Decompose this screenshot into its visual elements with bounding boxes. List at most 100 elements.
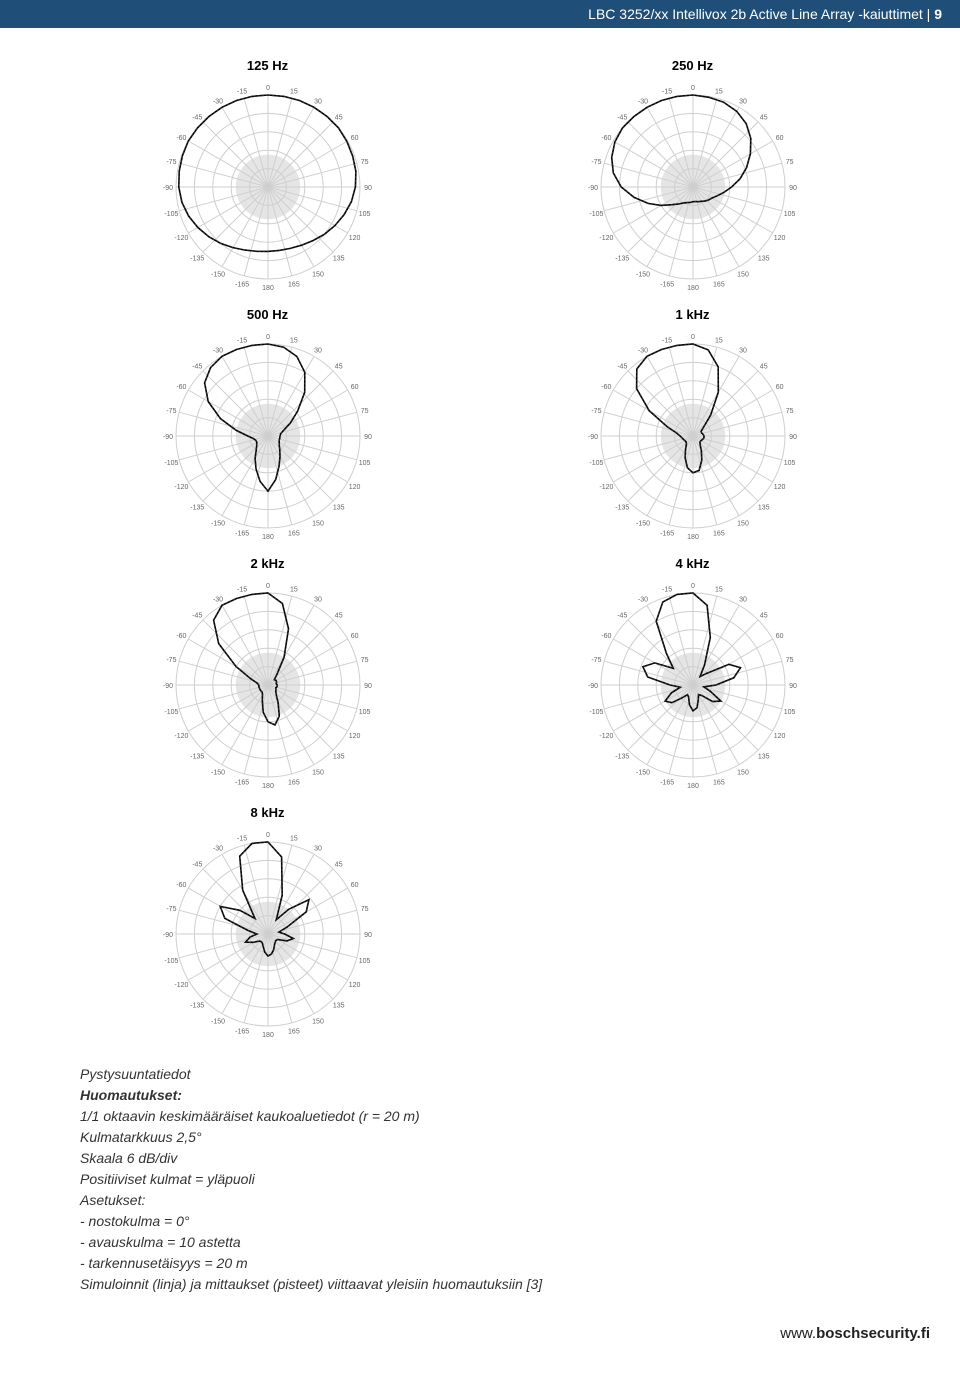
svg-text:45: 45 [334,114,342,121]
svg-text:15: 15 [289,88,297,95]
svg-text:-120: -120 [174,235,188,242]
svg-text:0: 0 [691,334,695,341]
svg-text:135: 135 [757,505,769,512]
svg-text:75: 75 [785,159,793,166]
polar-plot: 0153045607590105120135150165180-165-150-… [158,326,378,546]
svg-text:0: 0 [691,85,695,92]
header-page-number: 9 [934,6,942,22]
svg-text:-120: -120 [599,235,613,242]
svg-text:-90: -90 [162,932,172,939]
svg-text:-75: -75 [166,657,176,664]
svg-text:-150: -150 [210,770,224,777]
svg-text:-75: -75 [591,159,601,166]
notes-line: - nostokulma = 0° [80,1211,880,1232]
svg-text:15: 15 [714,337,722,344]
polar-chart-label: 500 Hz [247,307,288,322]
svg-text:0: 0 [691,583,695,590]
footer-domain: boschsecurity.fi [816,1325,930,1342]
svg-text:-45: -45 [192,363,202,370]
svg-text:-165: -165 [660,531,674,538]
svg-text:15: 15 [289,835,297,842]
polar-chart-1: 125 Hz0153045607590105120135150165180-16… [158,58,378,297]
svg-text:-120: -120 [174,733,188,740]
svg-text:0: 0 [266,85,270,92]
svg-text:90: 90 [789,434,797,441]
svg-text:30: 30 [739,98,747,105]
polar-chart-label: 1 kHz [676,307,710,322]
svg-text:-75: -75 [166,408,176,415]
polar-chart-4: 1 kHz0153045607590105120135150165180-165… [583,307,803,546]
polar-chart-2: 250 Hz0153045607590105120135150165180-16… [583,58,803,297]
svg-text:105: 105 [783,460,795,467]
polar-chart-label: 2 kHz [251,556,285,571]
svg-text:105: 105 [358,958,370,965]
svg-text:90: 90 [364,683,372,690]
svg-text:105: 105 [358,460,370,467]
svg-text:150: 150 [312,770,324,777]
svg-text:165: 165 [713,531,725,538]
svg-text:-60: -60 [176,384,186,391]
notes-line: 1/1 oktaavin keskimääräiset kaukoaluetie… [80,1106,880,1127]
svg-text:-75: -75 [166,906,176,913]
svg-text:-90: -90 [162,434,172,441]
svg-text:180: 180 [262,285,274,292]
svg-text:-45: -45 [192,861,202,868]
svg-text:-30: -30 [212,98,222,105]
svg-text:135: 135 [332,505,344,512]
notes-line: - tarkennusetäisyys = 20 m [80,1253,880,1274]
notes-lines: 1/1 oktaavin keskimääräiset kaukoaluetie… [80,1106,880,1295]
svg-text:75: 75 [785,408,793,415]
svg-text:60: 60 [775,384,783,391]
svg-text:-135: -135 [190,505,204,512]
notes-line: Positiiviset kulmat = yläpuoli [80,1169,880,1190]
svg-text:-30: -30 [637,98,647,105]
svg-text:150: 150 [312,1019,324,1026]
svg-text:-165: -165 [235,531,249,538]
svg-text:-15: -15 [662,337,672,344]
polar-chart-3: 500 Hz0153045607590105120135150165180-16… [158,307,378,546]
polar-chart-5: 2 kHz0153045607590105120135150165180-165… [158,556,378,795]
svg-text:-90: -90 [587,185,597,192]
polar-plot: 0153045607590105120135150165180-165-150-… [583,326,803,546]
notes-line: Skaala 6 dB/div [80,1148,880,1169]
svg-text:105: 105 [358,709,370,716]
svg-text:-15: -15 [237,586,247,593]
svg-text:15: 15 [289,337,297,344]
polar-chart-label: 250 Hz [672,58,713,73]
svg-text:165: 165 [288,780,300,787]
header-title: LBC 3252/xx Intellivox 2b Active Line Ar… [588,6,923,22]
footer: www.boschsecurity.fi [0,1315,960,1362]
svg-text:-75: -75 [166,159,176,166]
svg-text:60: 60 [350,633,358,640]
svg-text:-15: -15 [237,337,247,344]
svg-text:-150: -150 [210,521,224,528]
svg-text:60: 60 [775,135,783,142]
svg-text:120: 120 [773,484,785,491]
svg-text:-30: -30 [637,347,647,354]
svg-text:75: 75 [360,408,368,415]
svg-text:-15: -15 [662,88,672,95]
svg-text:105: 105 [783,709,795,716]
svg-text:-30: -30 [212,845,222,852]
svg-text:30: 30 [739,596,747,603]
notes-line: Simuloinnit (linja) ja mittaukset (piste… [80,1274,880,1295]
svg-text:135: 135 [757,754,769,761]
notes-title: Pystysuuntatiedot [80,1064,880,1085]
svg-text:45: 45 [334,861,342,868]
svg-text:180: 180 [687,783,699,790]
svg-text:-165: -165 [660,780,674,787]
svg-text:30: 30 [314,347,322,354]
notes-subtitle: Huomautukset: [80,1087,182,1103]
svg-text:180: 180 [687,285,699,292]
polar-charts-grid: 125 Hz0153045607590105120135150165180-16… [80,58,880,1044]
svg-text:135: 135 [332,754,344,761]
svg-text:75: 75 [360,159,368,166]
svg-text:180: 180 [262,783,274,790]
svg-text:-45: -45 [617,612,627,619]
svg-text:-150: -150 [635,770,649,777]
svg-text:180: 180 [262,1032,274,1039]
svg-text:120: 120 [348,982,360,989]
svg-text:-45: -45 [192,612,202,619]
svg-text:-15: -15 [662,586,672,593]
svg-text:-165: -165 [235,282,249,289]
